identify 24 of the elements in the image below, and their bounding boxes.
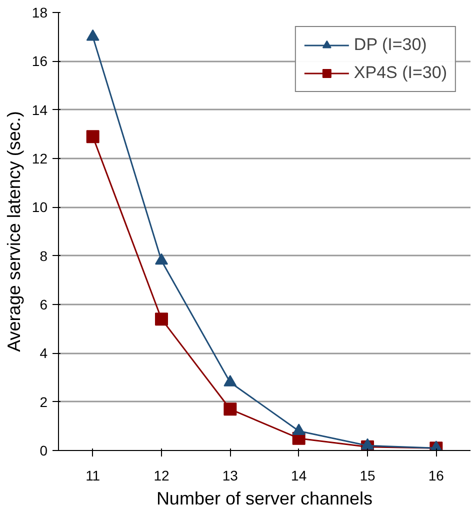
y-tick-label: 4 — [40, 345, 48, 362]
point — [86, 29, 100, 41]
y-tick-label: 6 — [40, 296, 48, 312]
y-tick-label: 10 — [32, 199, 48, 216]
x-tick-label: 13 — [222, 468, 238, 484]
legend-label: XP4S (I=30) — [354, 63, 447, 83]
y-tick-label: 14 — [32, 102, 48, 118]
point — [224, 374, 237, 386]
x-tick-label: 16 — [428, 468, 444, 484]
y-tick-label: 2 — [40, 394, 48, 410]
x-tick-label: 12 — [154, 468, 170, 484]
x-tick-label: 14 — [291, 468, 307, 484]
x-axis-title: Number of server channels — [156, 488, 373, 508]
point — [155, 253, 168, 265]
y-tick-label: 8 — [40, 248, 48, 264]
x-tick-label: 15 — [360, 468, 376, 484]
point — [292, 424, 306, 435]
y-tick-label: 18 — [32, 4, 48, 20]
y-tick-label: 16 — [32, 53, 48, 70]
y-tick-label: 12 — [32, 150, 48, 166]
x-tick-label: 11 — [86, 468, 100, 484]
y-axis-title: Average service latency (sec.) — [4, 111, 24, 352]
y-tick-label: 0 — [40, 442, 48, 458]
legend-label: DP (I=30) — [354, 35, 427, 55]
